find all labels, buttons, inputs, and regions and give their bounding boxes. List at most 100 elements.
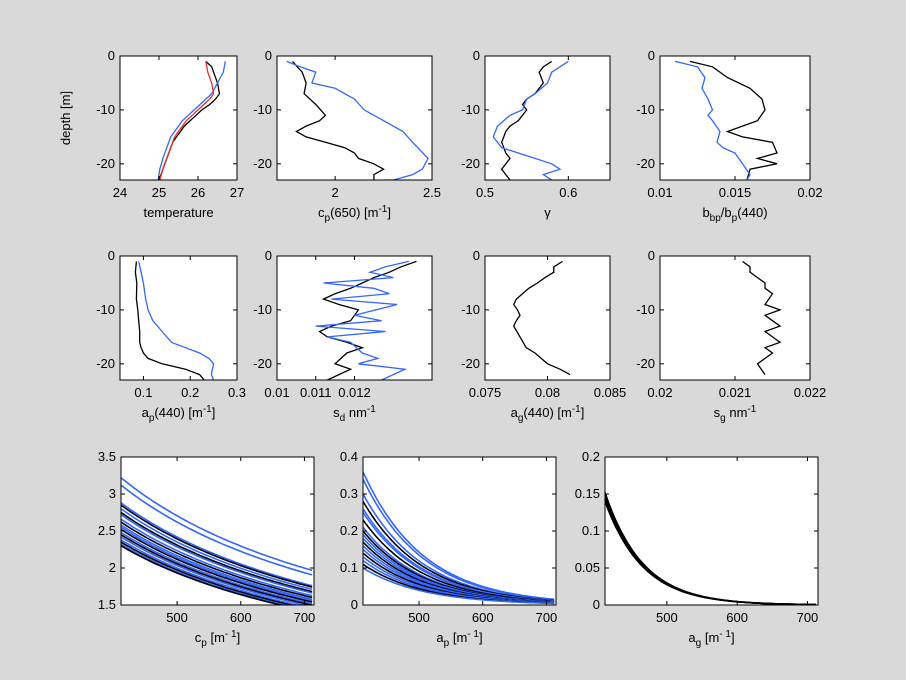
y-tick-label: 0 bbox=[351, 597, 358, 612]
x-tick-label: 0.3 bbox=[228, 385, 246, 400]
series-line-3 bbox=[159, 61, 215, 180]
y-tick-label: 2.5 bbox=[98, 523, 116, 538]
spectrum-curve-12 bbox=[121, 528, 313, 603]
series-group bbox=[605, 492, 816, 605]
spectrum-curve-8 bbox=[121, 518, 313, 597]
x-tick-label: 700 bbox=[797, 610, 819, 625]
x-tick-label: 0.021 bbox=[719, 385, 752, 400]
y-tick-label: 0 bbox=[648, 248, 655, 263]
y-tick-label: -20 bbox=[96, 156, 115, 171]
spectrum-curve-13 bbox=[121, 531, 313, 605]
x-tick-label: 0.012 bbox=[338, 385, 371, 400]
spectrum-curve-7 bbox=[121, 514, 313, 594]
y-tick-label: 0 bbox=[265, 48, 272, 63]
panel-ag440: 0.075 0.08 0.085 0 -10 -20 ag(440) [m-1] bbox=[461, 248, 626, 424]
spectrum-curve-17 bbox=[121, 541, 295, 605]
series-line-1 bbox=[689, 60, 778, 180]
y-tick-label: 0 bbox=[265, 248, 272, 263]
y-tick-label: 0.4 bbox=[340, 449, 358, 464]
spectrum-curve-19 bbox=[363, 567, 555, 605]
spectrum-curve-2 bbox=[121, 484, 313, 576]
x-tick-label: 0.2 bbox=[181, 385, 199, 400]
y-tick-label: 0.2 bbox=[340, 523, 358, 538]
y-tick-label: 0 bbox=[473, 248, 480, 263]
x-tick-label: 0.011 bbox=[300, 385, 332, 400]
y-tick-label: -10 bbox=[461, 102, 480, 117]
spectrum-curve-14 bbox=[121, 534, 313, 605]
series-line-2 bbox=[492, 60, 569, 180]
x-tick-label: 700 bbox=[536, 610, 558, 625]
series-line-1 bbox=[742, 260, 782, 375]
panel-sd: 0.01 0.011 0.012 0 -10 -20 sd nm-1 bbox=[253, 248, 433, 424]
y-tick-label: 0.05 bbox=[575, 560, 600, 575]
panel-ag_spec: 500 600 700 0 0.05 0.1 0.15 0.2 ag [m- 1] bbox=[575, 449, 819, 649]
y-tick-label: -20 bbox=[461, 356, 480, 371]
plot-area bbox=[277, 256, 432, 380]
x-tick-label: 0.02 bbox=[647, 385, 672, 400]
spectrum-curve-18 bbox=[121, 543, 289, 605]
series-line-2 bbox=[674, 60, 751, 180]
y-tick-label: 0 bbox=[648, 48, 655, 63]
y-tick-label: -20 bbox=[636, 356, 655, 371]
x-tick-label: 24 bbox=[113, 185, 127, 200]
spectrum-curve-16 bbox=[121, 539, 301, 605]
series-group bbox=[363, 471, 555, 605]
plot-area bbox=[660, 256, 810, 380]
panel-ap_spec: 500 600 700 0 0.1 0.2 0.3 0.4 ap [m- 1] bbox=[340, 449, 557, 649]
series-line-1 bbox=[134, 261, 205, 380]
x-axis-label: ag [m- 1] bbox=[688, 629, 734, 649]
x-tick-label: 700 bbox=[294, 610, 316, 625]
series-group bbox=[674, 60, 778, 180]
x-tick-label: 0.5 bbox=[476, 185, 494, 200]
x-axis-label: cp [m- 1] bbox=[195, 629, 240, 649]
y-tick-label: -20 bbox=[96, 356, 115, 371]
y-tick-label: 0.1 bbox=[340, 560, 358, 575]
x-tick-label: 0.08 bbox=[535, 385, 560, 400]
series-line-1 bbox=[500, 60, 553, 180]
x-tick-label: 27 bbox=[230, 185, 244, 200]
panel-bbp: 0.01 0.015 0.02 0 -10 -20 bbp/bp(440) bbox=[636, 48, 822, 224]
x-axis-label: sg nm-1 bbox=[714, 404, 757, 424]
x-tick-label: 600 bbox=[230, 610, 252, 625]
spectrum-curve-9 bbox=[121, 521, 313, 599]
x-tick-label: 600 bbox=[472, 610, 494, 625]
series-line-2 bbox=[138, 261, 215, 380]
x-axis-label: ap(440) [m-1] bbox=[142, 404, 216, 424]
x-axis-label: cp(650) [m-1] bbox=[318, 204, 391, 224]
series-group bbox=[512, 260, 571, 376]
y-tick-label: 0 bbox=[593, 597, 600, 612]
y-tick-label: -10 bbox=[96, 302, 115, 317]
x-axis-label: γ bbox=[544, 205, 551, 220]
series-group bbox=[492, 60, 569, 180]
x-tick-label: 25 bbox=[152, 185, 166, 200]
x-tick-label: 0.022 bbox=[794, 385, 827, 400]
x-tick-label: 2.5 bbox=[423, 185, 441, 200]
spectrum-curve-10 bbox=[121, 524, 313, 601]
plot-area bbox=[120, 56, 237, 180]
series-group bbox=[134, 261, 215, 380]
y-tick-label: 0.1 bbox=[582, 523, 600, 538]
y-tick-label: -20 bbox=[253, 356, 272, 371]
y-axis-label: depth [m] bbox=[58, 91, 73, 145]
series-group bbox=[315, 260, 417, 380]
y-tick-label: 0.3 bbox=[340, 486, 358, 501]
x-tick-label: 26 bbox=[191, 185, 205, 200]
x-tick-label: 0.01 bbox=[647, 185, 672, 200]
y-tick-label: 0.15 bbox=[575, 486, 600, 501]
panel-cp650: 2 2.5 0 -10 -20 cp(650) [m-1] bbox=[253, 48, 441, 224]
x-axis-label: ap [m- 1] bbox=[436, 629, 482, 649]
y-tick-label: -10 bbox=[636, 102, 655, 117]
y-tick-label: -20 bbox=[461, 156, 480, 171]
x-tick-label: 0.075 bbox=[469, 385, 502, 400]
x-tick-label: 500 bbox=[166, 610, 188, 625]
x-tick-label: 500 bbox=[408, 610, 430, 625]
spectrum-curve-3 bbox=[121, 502, 313, 587]
plot-area bbox=[485, 56, 610, 180]
x-tick-label: 0.6 bbox=[559, 185, 577, 200]
y-tick-label: -10 bbox=[461, 302, 480, 317]
axes-box bbox=[119, 255, 238, 381]
series-line-2 bbox=[315, 260, 409, 380]
spectrum-curve-15 bbox=[121, 536, 309, 605]
panel-cp_spec: 500 600 700 1.5 2 2.5 3 3.5 cp [m- 1] bbox=[98, 449, 315, 649]
axes-box bbox=[484, 55, 611, 181]
